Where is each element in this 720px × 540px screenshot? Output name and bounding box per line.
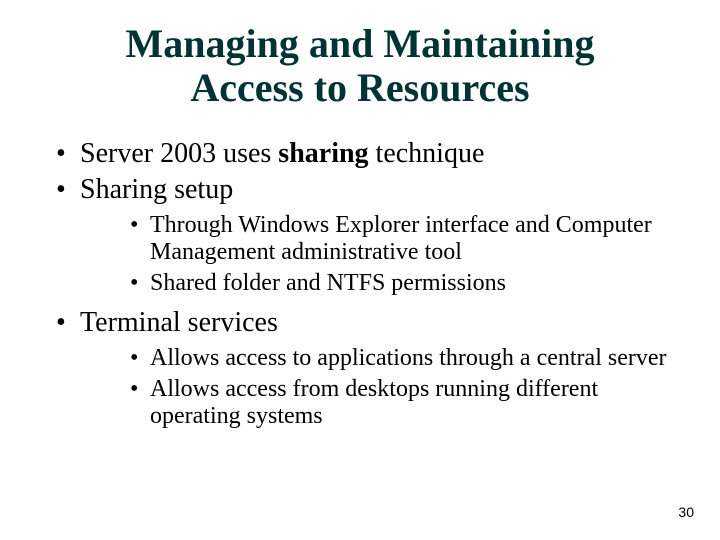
sub-bullet-item: Allows access to applications through a … <box>80 345 676 372</box>
bullet-list-level2: Through Windows Explorer interface and C… <box>80 212 676 297</box>
title-line-1: Managing and Maintaining <box>0 22 720 66</box>
slide-title: Managing and Maintaining Access to Resou… <box>0 0 720 110</box>
bullet-text: Sharing setup <box>80 174 233 205</box>
bullet-item: Sharing setup Through Windows Explorer i… <box>44 174 676 297</box>
bullet-list-level2: Allows access to applications through a … <box>80 345 676 430</box>
sub-bullet-item: Allows access from desktops running diff… <box>80 376 676 430</box>
bullet-text: Terminal services <box>80 307 278 338</box>
page-number: 30 <box>678 504 694 520</box>
sub-bullet-item: Shared folder and NTFS permissions <box>80 270 676 297</box>
bullet-text-after: technique <box>369 138 485 169</box>
title-line-2: Access to Resources <box>0 66 720 110</box>
bullet-item: Terminal services Allows access to appli… <box>44 307 676 430</box>
slide-body: Server 2003 uses sharing technique Shari… <box>0 138 720 430</box>
sub-bullet-item: Through Windows Explorer interface and C… <box>80 212 676 266</box>
bullet-item: Server 2003 uses sharing technique <box>44 138 676 170</box>
bullet-text-before: Server 2003 uses <box>80 138 278 169</box>
bullet-text-bold: sharing <box>278 138 368 169</box>
bullet-list-level1: Server 2003 uses sharing technique Shari… <box>44 138 676 430</box>
